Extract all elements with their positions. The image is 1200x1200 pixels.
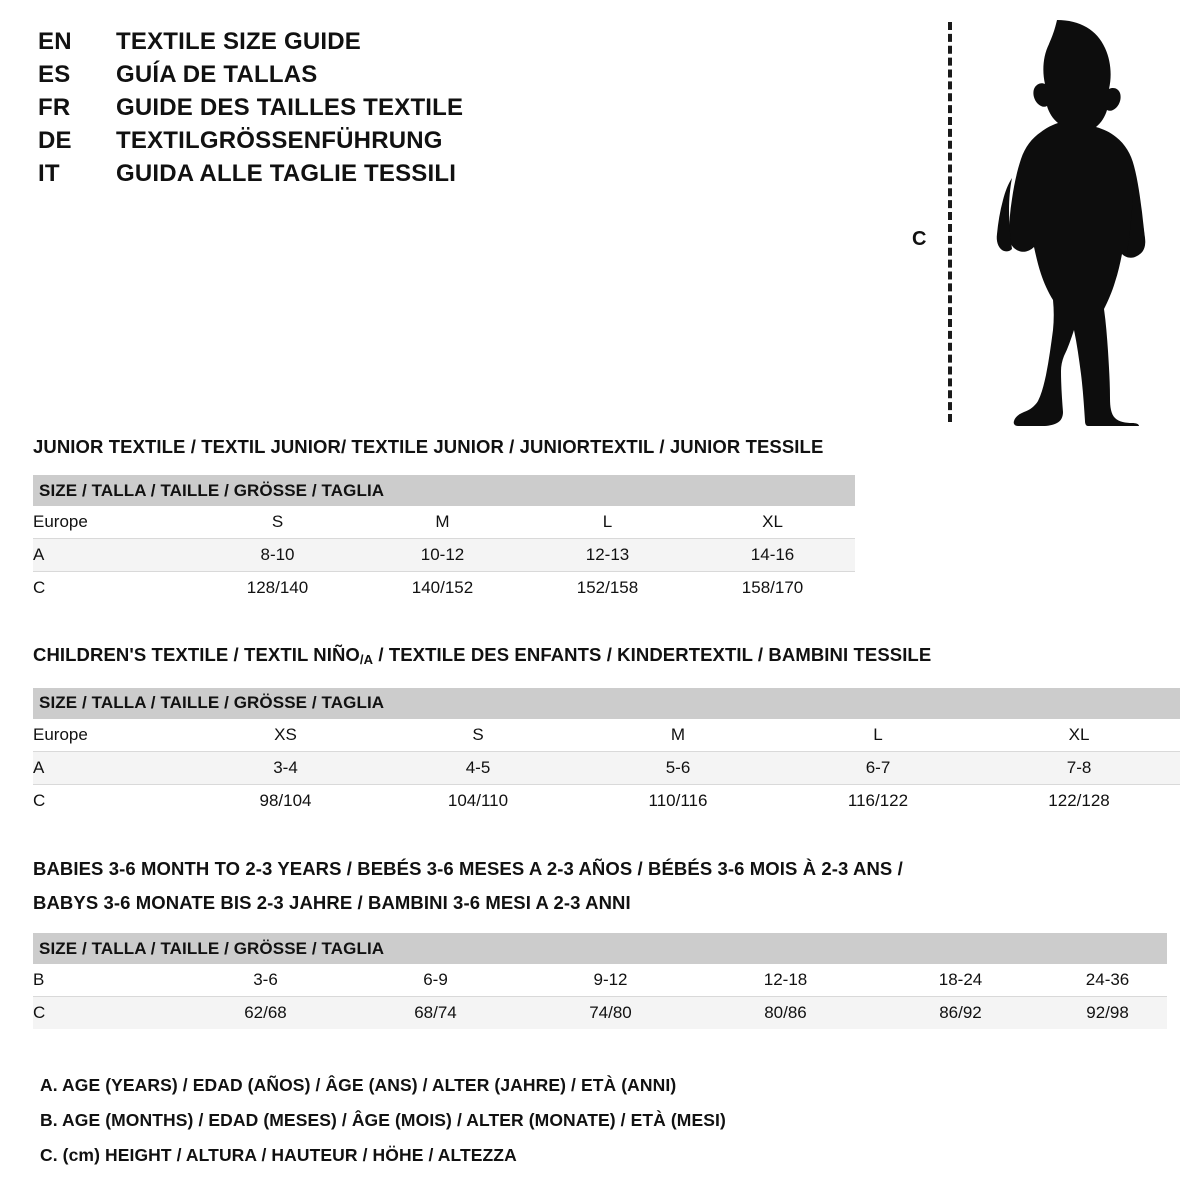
children-cell-c-2: 110/116 <box>578 784 778 817</box>
junior-cell-c-1: 140/152 <box>360 571 525 604</box>
children-cell-europe-4: XL <box>978 718 1181 752</box>
legend-line-b: B. AGE (MONTHS) / EDAD (MESES) / ÂGE (MO… <box>40 1110 726 1130</box>
children-title-prefix: CHILDREN'S TEXTILE / TEXTIL NIÑO <box>33 644 360 665</box>
babies-cell-b-5: 24-36 <box>1048 964 1168 997</box>
language-title-en: TEXTILE SIZE GUIDE <box>116 28 361 55</box>
junior-cell-a-3: 14-16 <box>690 538 856 572</box>
language-code-es: ES <box>38 61 71 88</box>
junior-size-table: SIZE / TALLA / TAILLE / GRÖSSE / TAGLIA … <box>33 475 856 604</box>
children-size-table: SIZE / TALLA / TAILLE / GRÖSSE / TAGLIA … <box>33 687 1181 817</box>
children-cell-a-1: 4-5 <box>378 751 578 785</box>
children-cell-c-3: 116/122 <box>778 784 978 817</box>
language-row-it: IT GUIDA ALLE TAGLIE TESSILI <box>38 160 598 193</box>
section-title-children: CHILDREN'S TEXTILE / TEXTIL NIÑO/A / TEX… <box>33 641 1180 674</box>
language-title-de: TEXTILGRÖSSENFÜHRUNG <box>116 127 443 154</box>
junior-table-band: SIZE / TALLA / TAILLE / GRÖSSE / TAGLIA <box>33 475 856 506</box>
children-cell-a-2: 5-6 <box>578 751 778 785</box>
table-row: C 98/104 104/110 110/116 116/122 122/128 <box>33 784 1181 817</box>
children-cell-europe-1: S <box>378 718 578 752</box>
children-cell-c-4: 122/128 <box>978 784 1181 817</box>
babies-cell-b-3: 12-18 <box>698 964 873 997</box>
language-title-es: GUÍA DE TALLAS <box>116 61 318 88</box>
babies-cell-b-1: 6-9 <box>348 964 523 997</box>
junior-row-label-a: A <box>33 538 195 572</box>
table-row: Europe XS S M L XL <box>33 718 1181 752</box>
language-code-de: DE <box>38 127 72 154</box>
children-row-label-a: A <box>33 751 193 785</box>
junior-cell-europe-3: XL <box>690 506 856 539</box>
junior-cell-europe-2: L <box>525 506 690 539</box>
language-code-en: EN <box>38 28 72 55</box>
language-code-fr: FR <box>38 94 71 121</box>
table-row: C 128/140 140/152 152/158 158/170 <box>33 571 856 604</box>
table-row: Europe S M L XL <box>33 506 856 539</box>
junior-row-label-europe: Europe <box>33 506 195 539</box>
junior-band-label: SIZE / TALLA / TAILLE / GRÖSSE / TAGLIA <box>33 475 856 506</box>
legend-line-a: A. AGE (YEARS) / EDAD (AÑOS) / ÂGE (ANS)… <box>40 1075 677 1095</box>
children-row-label-c: C <box>33 784 193 817</box>
measurement-legend: A. AGE (YEARS) / EDAD (AÑOS) / ÂGE (ANS)… <box>40 1068 726 1173</box>
junior-cell-a-2: 12-13 <box>525 538 690 572</box>
junior-cell-a-0: 8-10 <box>195 538 360 572</box>
table-row: B 3-6 6-9 9-12 12-18 18-24 24-36 <box>33 964 1168 997</box>
children-cell-a-3: 6-7 <box>778 751 978 785</box>
junior-cell-europe-0: S <box>195 506 360 539</box>
junior-cell-c-0: 128/140 <box>195 571 360 604</box>
height-dashed-line-icon <box>948 22 952 422</box>
babies-cell-c-0: 62/68 <box>183 996 348 1029</box>
babies-cell-c-5: 92/98 <box>1048 996 1168 1029</box>
babies-cell-b-4: 18-24 <box>873 964 1048 997</box>
babies-row-label-c: C <box>33 996 183 1029</box>
junior-cell-c-3: 158/170 <box>690 571 856 604</box>
babies-row-label-b: B <box>33 964 183 997</box>
children-row-label-europe: Europe <box>33 718 193 752</box>
language-title-fr: GUIDE DES TAILLES TEXTILE <box>116 94 464 121</box>
children-cell-a-4: 7-8 <box>978 751 1181 785</box>
babies-cell-c-1: 68/74 <box>348 996 523 1029</box>
section-babies: BABIES 3-6 MONTH TO 2-3 YEARS / BEBÉS 3-… <box>33 855 1168 1029</box>
language-title-block: EN TEXTILE SIZE GUIDE ES GUÍA DE TALLAS … <box>38 28 598 193</box>
toddler-silhouette-icon <box>996 20 1146 426</box>
language-row-en: EN TEXTILE SIZE GUIDE <box>38 28 598 61</box>
section-junior: JUNIOR TEXTILE / TEXTIL JUNIOR/ TEXTILE … <box>33 433 856 604</box>
junior-cell-c-2: 152/158 <box>525 571 690 604</box>
junior-cell-a-1: 10-12 <box>360 538 525 572</box>
babies-cell-c-3: 80/86 <box>698 996 873 1029</box>
table-row: C 62/68 68/74 74/80 80/86 86/92 92/98 <box>33 996 1168 1029</box>
babies-cell-b-2: 9-12 <box>523 964 698 997</box>
language-title-it: GUIDA ALLE TAGLIE TESSILI <box>116 160 457 187</box>
babies-size-table: SIZE / TALLA / TAILLE / GRÖSSE / TAGLIA … <box>33 933 1168 1029</box>
children-cell-europe-3: L <box>778 718 978 752</box>
babies-cell-b-0: 3-6 <box>183 964 348 997</box>
height-marker-label: C <box>912 228 927 250</box>
babies-table-band: SIZE / TALLA / TAILLE / GRÖSSE / TAGLIA <box>33 933 1168 964</box>
babies-band-label: SIZE / TALLA / TAILLE / GRÖSSE / TAGLIA <box>33 933 1168 964</box>
junior-row-label-c: C <box>33 571 195 604</box>
table-row: A 3-4 4-5 5-6 6-7 7-8 <box>33 751 1181 785</box>
children-cell-c-0: 98/104 <box>193 784 378 817</box>
children-table-band: SIZE / TALLA / TAILLE / GRÖSSE / TAGLIA <box>33 687 1181 719</box>
children-band-label: SIZE / TALLA / TAILLE / GRÖSSE / TAGLIA <box>33 687 1181 719</box>
language-code-it: IT <box>38 160 60 187</box>
section-title-babies-line2: BABYS 3-6 MONATE BIS 2-3 JAHRE / BAMBINI… <box>33 892 631 913</box>
children-cell-a-0: 3-4 <box>193 751 378 785</box>
children-cell-europe-0: XS <box>193 718 378 752</box>
children-title-suffix: / TEXTILE DES ENFANTS / KINDERTEXTIL / B… <box>373 644 932 665</box>
legend-line-c: C. (cm) HEIGHT / ALTURA / HAUTEUR / HÖHE… <box>40 1145 517 1165</box>
section-children: CHILDREN'S TEXTILE / TEXTIL NIÑO/A / TEX… <box>33 641 1181 817</box>
babies-cell-c-4: 86/92 <box>873 996 1048 1029</box>
children-title-sub: /A <box>359 651 374 667</box>
children-cell-c-1: 104/110 <box>378 784 578 817</box>
junior-cell-europe-1: M <box>360 506 525 539</box>
language-row-de: DE TEXTILGRÖSSENFÜHRUNG <box>38 127 598 160</box>
language-row-es: ES GUÍA DE TALLAS <box>38 61 598 94</box>
language-row-fr: FR GUIDE DES TAILLES TEXTILE <box>38 94 598 127</box>
section-title-babies-line1: BABIES 3-6 MONTH TO 2-3 YEARS / BEBÉS 3-… <box>33 858 903 879</box>
height-diagram: C <box>900 10 1160 430</box>
section-title-junior: JUNIOR TEXTILE / TEXTIL JUNIOR/ TEXTILE … <box>33 436 824 457</box>
table-row: A 8-10 10-12 12-13 14-16 <box>33 538 856 572</box>
babies-cell-c-2: 74/80 <box>523 996 698 1029</box>
children-cell-europe-2: M <box>578 718 778 752</box>
